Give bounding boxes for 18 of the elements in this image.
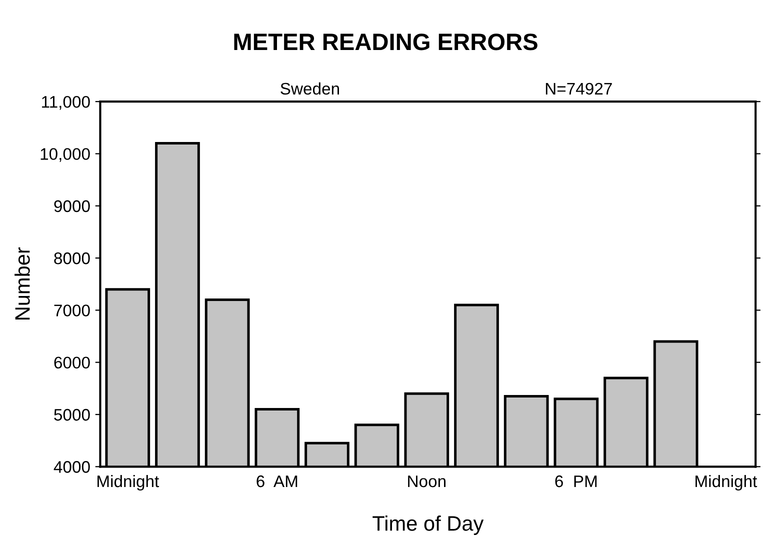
y-tick-label: 7000 bbox=[54, 304, 90, 316]
x-tick-label: Noon bbox=[408, 476, 446, 488]
x-tick-label: Midnight bbox=[696, 474, 758, 491]
y-tick-label: 5000 bbox=[54, 408, 90, 421]
text: N=74927 bbox=[546, 82, 612, 95]
y-tick-label: 10,000 bbox=[40, 148, 90, 162]
y-axis-title: Number bbox=[14, 247, 30, 320]
y-tick-label: 8000 bbox=[54, 252, 90, 264]
x-tick-label: 6 AM bbox=[256, 475, 298, 488]
x-tick-label: 6 PM bbox=[555, 475, 597, 488]
y-tick-label: 6000 bbox=[54, 356, 90, 369]
x-axis-title: Time of Day bbox=[372, 516, 484, 535]
x-tick-label: Midnight bbox=[98, 474, 160, 491]
y-tick-label: 4000 bbox=[54, 461, 90, 473]
chart-title: METER READING ERRORS bbox=[234, 34, 538, 50]
y-tick-label: 9000 bbox=[54, 200, 90, 212]
text: Sweden bbox=[280, 82, 339, 95]
y-tick-label: 11,000 bbox=[42, 96, 90, 110]
